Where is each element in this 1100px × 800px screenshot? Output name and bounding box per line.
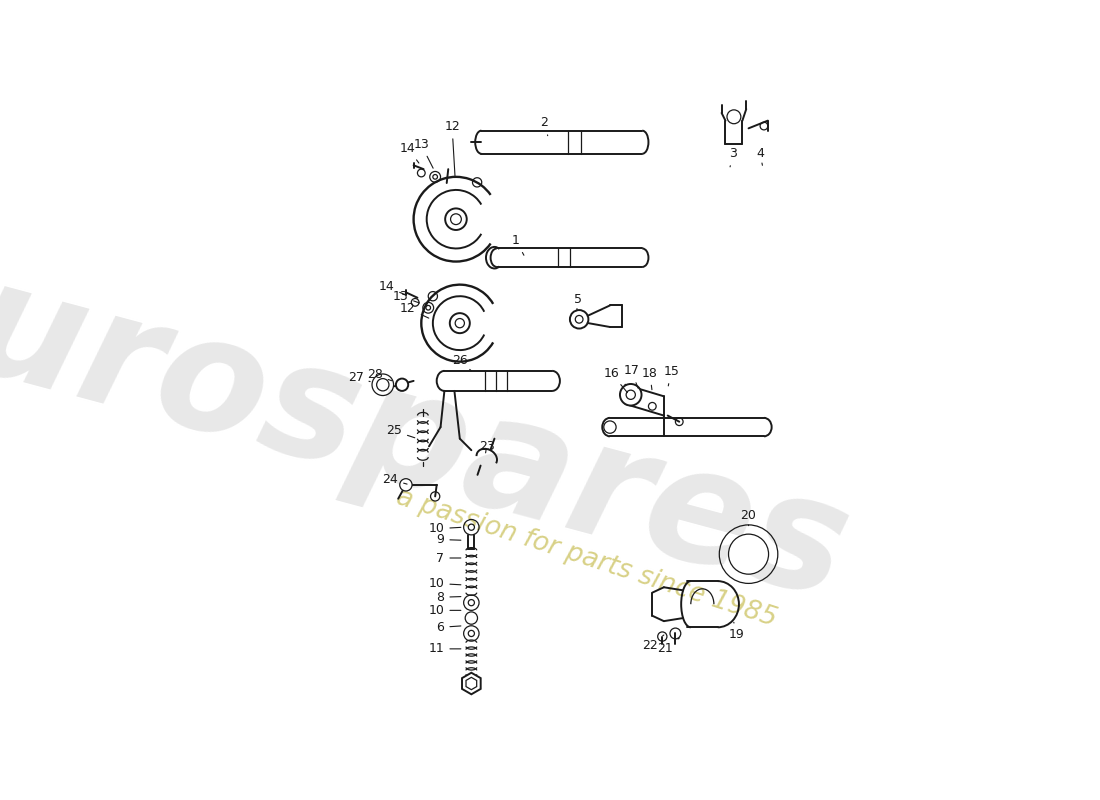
Text: 13: 13 bbox=[393, 290, 419, 303]
Circle shape bbox=[426, 306, 430, 310]
Text: 21: 21 bbox=[658, 638, 680, 655]
Circle shape bbox=[446, 209, 466, 230]
Polygon shape bbox=[462, 673, 481, 694]
Circle shape bbox=[469, 599, 474, 606]
Text: 26: 26 bbox=[452, 354, 472, 371]
Text: 16: 16 bbox=[604, 366, 627, 393]
Text: 20: 20 bbox=[740, 509, 757, 526]
Polygon shape bbox=[466, 678, 476, 690]
Text: 12: 12 bbox=[444, 120, 460, 176]
Text: 27: 27 bbox=[348, 370, 370, 383]
Text: 14: 14 bbox=[378, 281, 406, 295]
Circle shape bbox=[728, 534, 769, 574]
Text: 9: 9 bbox=[437, 533, 461, 546]
Text: 13: 13 bbox=[414, 138, 433, 168]
Text: 1: 1 bbox=[513, 234, 524, 255]
Text: 12: 12 bbox=[400, 302, 429, 318]
Circle shape bbox=[620, 384, 641, 406]
Circle shape bbox=[376, 378, 389, 391]
Text: 8: 8 bbox=[437, 590, 461, 604]
Text: 28: 28 bbox=[367, 368, 392, 382]
Circle shape bbox=[433, 174, 438, 179]
Circle shape bbox=[469, 524, 474, 530]
Text: 18: 18 bbox=[641, 366, 658, 390]
Text: 3: 3 bbox=[729, 147, 737, 167]
Text: 24: 24 bbox=[383, 473, 407, 486]
Circle shape bbox=[399, 478, 412, 491]
Text: 14: 14 bbox=[400, 142, 419, 163]
Text: 10: 10 bbox=[429, 577, 461, 590]
Text: 4: 4 bbox=[756, 147, 764, 166]
Text: 5: 5 bbox=[573, 293, 582, 311]
Text: 2: 2 bbox=[540, 117, 549, 136]
Text: 6: 6 bbox=[437, 621, 461, 634]
Text: eurospares: eurospares bbox=[0, 222, 864, 633]
Circle shape bbox=[450, 313, 470, 333]
Text: 22: 22 bbox=[642, 635, 664, 652]
Circle shape bbox=[469, 630, 474, 637]
Text: 7: 7 bbox=[437, 551, 461, 565]
Text: 17: 17 bbox=[624, 364, 639, 388]
Text: 10: 10 bbox=[429, 604, 461, 617]
Circle shape bbox=[396, 378, 408, 391]
Text: 25: 25 bbox=[386, 425, 415, 438]
Text: 15: 15 bbox=[663, 365, 680, 386]
Circle shape bbox=[604, 421, 616, 434]
Text: a passion for parts since 1985: a passion for parts since 1985 bbox=[394, 484, 780, 632]
Text: 23: 23 bbox=[478, 440, 495, 453]
Text: 10: 10 bbox=[429, 522, 461, 535]
Text: 19: 19 bbox=[729, 622, 745, 642]
Text: 11: 11 bbox=[429, 642, 461, 655]
